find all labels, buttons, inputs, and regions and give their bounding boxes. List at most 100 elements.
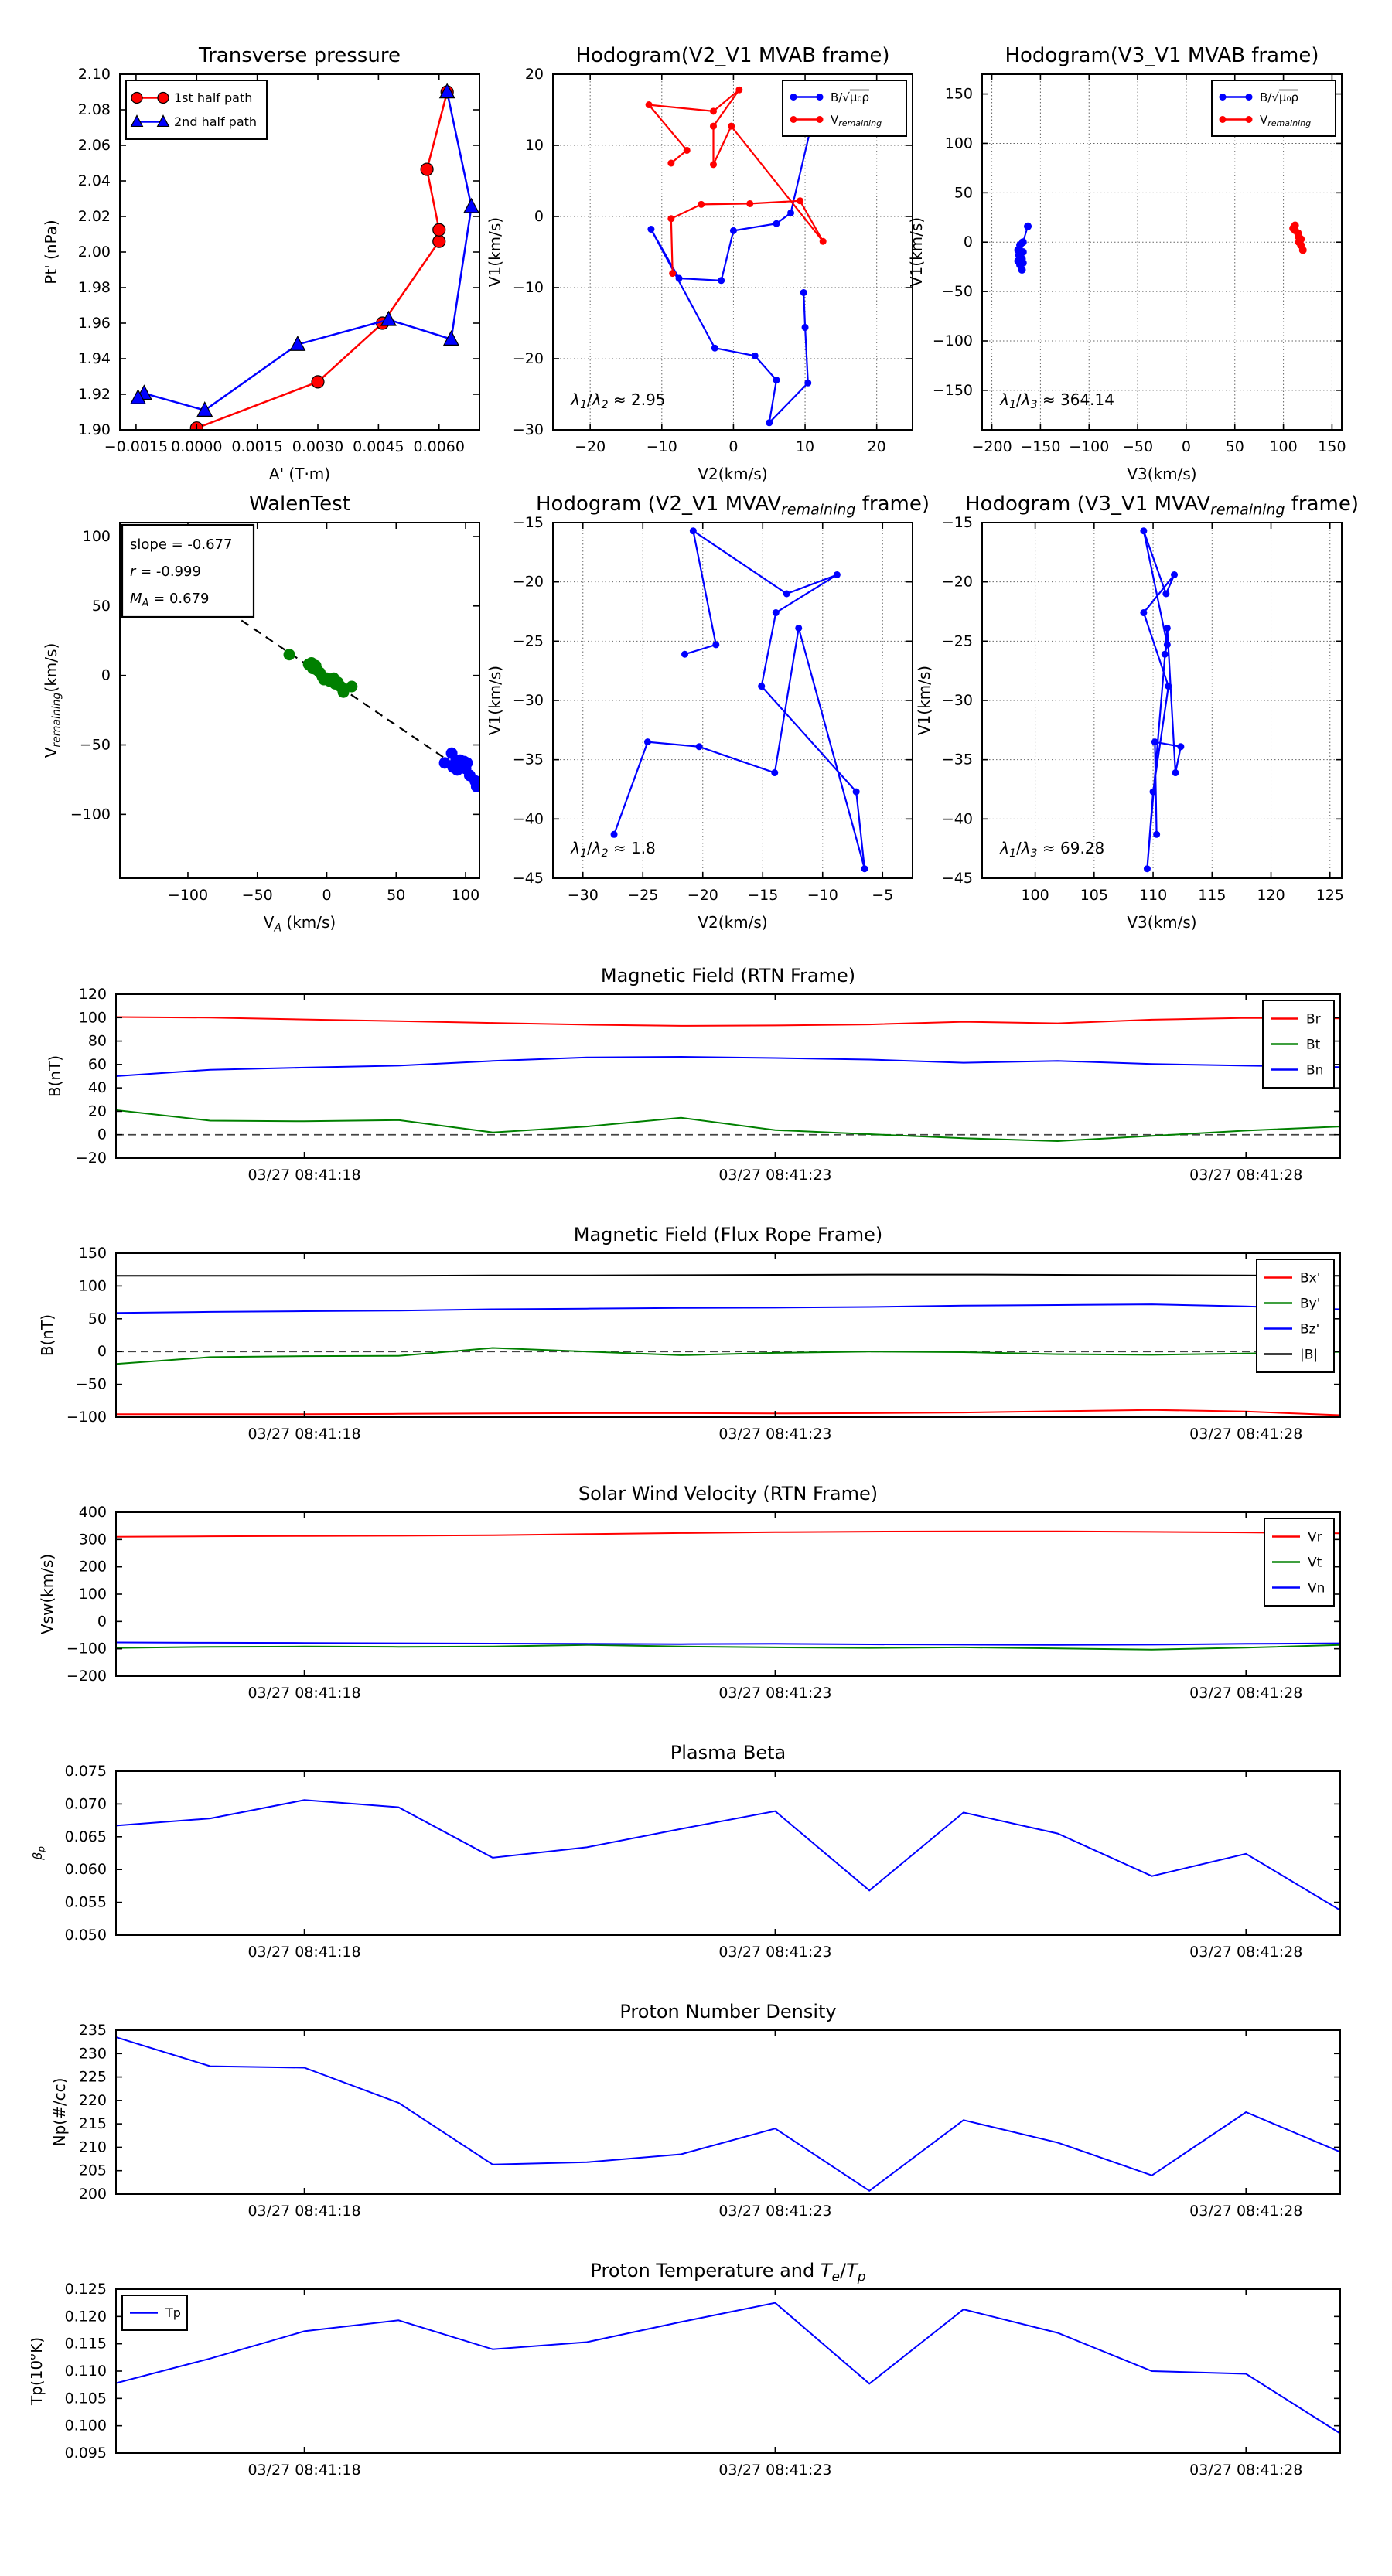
y-tick-label: 0.055: [65, 1894, 107, 1911]
series-v-remaining: [647, 89, 824, 274]
markers-2nd-half-path: [130, 83, 479, 417]
hodogram-v3v1-mvav-ylabel: V1(km/s): [915, 666, 933, 735]
x-tick-label: 03/27 08:41:18: [247, 2462, 360, 2479]
x-tick-label: 0.0030: [292, 438, 343, 455]
x-tick-label: 150: [1318, 438, 1346, 455]
y-tick-label: 100: [79, 1009, 107, 1026]
y-tick-label: −25: [513, 632, 544, 649]
x-tick-label: −100: [1069, 438, 1109, 455]
x-tick-label: 03/27 08:41:28: [1189, 1685, 1302, 1702]
y-tick-label: −10: [513, 279, 544, 296]
series-beta-p: [116, 1799, 1340, 1911]
series-group: [116, 1530, 1340, 1651]
x-tick-label: 100: [1021, 887, 1049, 904]
series-group: [645, 86, 827, 427]
hodogram-v3v1-mvab-title: Hodogram(V3_V1 MVAB frame): [1005, 44, 1319, 67]
legend-label: By': [1300, 1296, 1320, 1311]
markers-v-remaining: [645, 86, 827, 278]
legend-box: [782, 80, 907, 137]
y-tick-label: −35: [942, 751, 973, 768]
x-tick-label: −100: [168, 887, 208, 904]
x-tick-label: −15: [747, 887, 778, 904]
y-tick-label: 1.92: [78, 386, 111, 403]
y-tick-label: 1.96: [78, 315, 111, 332]
walen-stat-line: slope = -0.677: [130, 537, 232, 553]
x-tick-label: −25: [627, 887, 658, 904]
panel-mag-rtn: 03/27 08:41:18 03/27 08:41:23 03/27 08:41:…: [46, 965, 1341, 1184]
series-group: [116, 1799, 1340, 1911]
walen-stat-line: r = -0.999: [130, 564, 201, 580]
panel-hodogram-v2v1-mvav: −30 −25 −20 −15 −10 −5−45−40−35−30−25−20−15Ho…: [486, 492, 930, 932]
x-tick-label: 03/27 08:41:18: [247, 1944, 360, 1961]
series-tp: [116, 2302, 1340, 2435]
markers-cluster-green: [283, 649, 358, 698]
x-tick-label: 03/27 08:41:23: [718, 1944, 831, 1961]
series-bt: [116, 1109, 1340, 1143]
y-tick-label: 300: [79, 1531, 107, 1548]
panel-hodogram-v2v1-mvab: −20 −10 0 10 20 −30 −20 −10 0 10 20 Hodogram(V2_V1 …: [486, 44, 913, 483]
x-tick-label: −50: [242, 887, 273, 904]
legend-label: B/√μ₀ρ: [831, 90, 869, 104]
x-tick-label: −30: [568, 887, 599, 904]
y-tick-label: 100: [79, 1277, 107, 1294]
y-tick-label: 1.98: [78, 279, 111, 296]
series--b-: [116, 1273, 1340, 1277]
y-tick-label: 0.115: [65, 2336, 107, 2353]
y-tick-label: −50: [76, 1376, 107, 1393]
x-tick-label: 03/27 08:41:18: [247, 2203, 360, 2220]
y-tick-label: 0.105: [65, 2390, 107, 2407]
series-group: [1140, 527, 1185, 873]
series-group: [116, 1016, 1340, 1143]
flux-rope-analysis-figure: −0.0015 0.0000 0.0015 0.0030 0.0045 0.0060 1.9…: [31, 12, 1392, 2564]
series-group: [610, 527, 868, 873]
y-tick-label: −15: [513, 514, 544, 531]
y-tick-label: 0.095: [65, 2445, 107, 2462]
legend-label: Bt: [1306, 1037, 1321, 1052]
x-tick-label: 03/27 08:41:18: [247, 1426, 360, 1443]
x-tick-label: 0.0060: [414, 438, 465, 455]
legend-label: Bx': [1300, 1270, 1320, 1286]
y-tick-label: −20: [513, 350, 544, 367]
y-tick-label: 0.120: [65, 2308, 107, 2325]
y-tick-label: 0: [97, 1126, 107, 1143]
y-tick-label: 0: [97, 1613, 107, 1630]
y-tick-label: −25: [942, 632, 973, 649]
x-tick-label: −5: [872, 887, 893, 904]
hodogram-v3v1-mvav-xlabel: V3(km/s): [1127, 913, 1196, 932]
legend-label: Bz': [1300, 1321, 1319, 1337]
y-tick-label: −100: [67, 1641, 107, 1658]
y-tick-label: 20: [525, 66, 544, 83]
legend-label: Br: [1306, 1011, 1321, 1027]
y-tick-label: 0: [101, 667, 111, 684]
y-tick-label: 200: [79, 2186, 107, 2203]
y-tick-label: 400: [79, 1504, 107, 1521]
y-tick-label: 120: [79, 986, 107, 1003]
x-tick-label: −20: [687, 887, 718, 904]
legend-label: 1st half path: [174, 90, 252, 105]
hodogram-v2v1-mvav-ylabel: V1(km/s): [486, 666, 504, 735]
x-tick-label: 03/27 08:41:28: [1189, 1426, 1302, 1443]
y-tick-label: 150: [945, 86, 973, 103]
x-tick-label: 50: [387, 887, 405, 904]
y-tick-label: 205: [79, 2162, 107, 2179]
x-tick-label: 03/27 08:41:18: [247, 1167, 360, 1184]
markers-cluster-blue: [438, 747, 479, 792]
y-tick-label: 0.060: [65, 1861, 107, 1878]
y-tick-label: 0: [97, 1343, 107, 1360]
y-tick-label: −30: [513, 421, 544, 438]
hodogram-v3v1-mvav-title: Hodogram (V3_V1 MVAVremaining frame): [965, 492, 1359, 519]
y-tick-label: −100: [933, 332, 973, 349]
y-tick-label: 235: [79, 2022, 107, 2039]
x-tick-label: 50: [1226, 438, 1244, 455]
markers-b-sqrt-mu0-rho-: [647, 102, 820, 427]
y-tick-label: 60: [88, 1056, 107, 1073]
y-tick-label: 0.125: [65, 2281, 107, 2298]
y-tick-label: 1.90: [78, 421, 111, 438]
series-group: [116, 2036, 1340, 2193]
transverse-pressure-ylabel: Pt' (nPa): [42, 220, 60, 284]
x-tick-label: 100: [1269, 438, 1297, 455]
y-tick-label: 2.08: [78, 101, 111, 118]
x-tick-label: 0: [322, 887, 331, 904]
y-tick-label: 2.02: [78, 208, 111, 225]
axes-frame: [119, 522, 480, 879]
